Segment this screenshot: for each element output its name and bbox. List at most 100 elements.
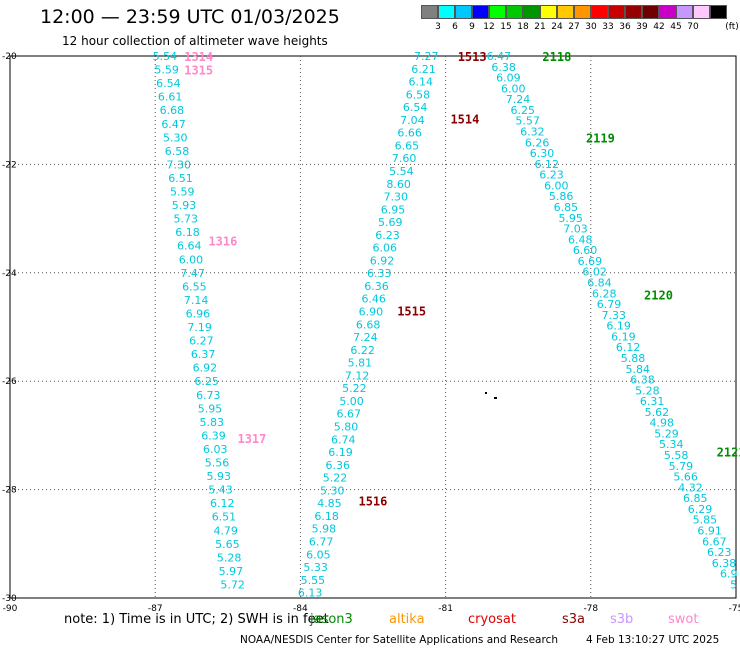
wave-height-value: 6.66 xyxy=(397,127,422,140)
wave-height-value: 5.59 xyxy=(170,186,195,199)
wave-height-value: 5.33 xyxy=(303,561,328,574)
wave-height-value: 5.80 xyxy=(334,420,359,433)
wave-height-value: 5.29 xyxy=(654,427,679,440)
wave-height-value: 6.46 xyxy=(361,293,386,306)
mission-s3a: s3a xyxy=(562,612,586,627)
wave-height-value: 6.05 xyxy=(306,548,331,561)
wave-height-value: 7.27 xyxy=(414,50,439,63)
wave-height-value: 5.88 xyxy=(621,352,646,365)
wave-height-value: 6.36 xyxy=(364,280,389,293)
wave-height-value: 6.90 xyxy=(359,306,384,319)
wave-height-value: 7.24 xyxy=(506,93,531,106)
wave-height-value: 4.85 xyxy=(317,497,342,510)
wave-height-value: 6.47 xyxy=(161,118,186,131)
wave-height-value: 6.68 xyxy=(160,104,185,117)
pass-label: 1514 xyxy=(450,112,479,126)
wave-height-value: 6.68 xyxy=(356,318,381,331)
wave-height-value: 7.12 xyxy=(345,369,370,382)
colorbar-label: 30 xyxy=(585,22,597,32)
wave-height-value: 5.57 xyxy=(515,115,540,128)
wave-height-value: 6.12 xyxy=(210,497,235,510)
wave-height-value: 5.54 xyxy=(153,50,178,63)
wave-height-value: 5.95 xyxy=(558,212,583,225)
map-speck xyxy=(494,397,497,399)
wave-height-value: 6.09 xyxy=(496,72,521,85)
colorbar-swatch xyxy=(608,5,625,19)
wave-height-value: 6.73 xyxy=(196,389,221,402)
wave-height-value: 6.92 xyxy=(193,362,218,375)
colorbar-label: 42 xyxy=(653,22,665,32)
colorbar-label: 45 xyxy=(670,22,682,32)
wave-height-value: 5.56 xyxy=(205,457,230,470)
wave-height-value: 7.30 xyxy=(384,191,409,204)
colorbar-label: 3 xyxy=(435,22,441,32)
wave-height-value: 6.25 xyxy=(511,104,536,117)
wave-height-value: 5.55 xyxy=(301,574,326,587)
longitude-tick-label: -87 xyxy=(148,604,163,612)
colorbar-swatch xyxy=(591,5,608,19)
wave-height-value: 6.19 xyxy=(611,330,636,343)
wave-height-value: 7.33 xyxy=(602,309,627,322)
wave-height-value: 5.22 xyxy=(342,382,367,395)
longitude-tick-label: -90 xyxy=(3,604,18,612)
wave-height-value: 6.26 xyxy=(525,136,550,149)
wave-height-value: 6.02 xyxy=(582,266,607,279)
wave-height-value: 6.18 xyxy=(175,226,200,239)
wave-height-value: 5.97 xyxy=(219,565,244,578)
wave-height-value: 6.13 xyxy=(298,587,323,600)
wave-height-value: 6.14 xyxy=(408,76,433,89)
wave-height-value: 6.31 xyxy=(640,395,665,408)
longitude-tick-label: -78 xyxy=(583,604,598,612)
pass-label: 1317 xyxy=(237,432,266,446)
wave-height-value: 6.12 xyxy=(534,158,559,171)
wave-height-value: 7.47 xyxy=(180,267,205,280)
wave-height-value: 6.36 xyxy=(325,459,350,472)
wave-height-value: 6.9 xyxy=(720,568,738,581)
wave-height-value: 5.00 xyxy=(339,395,364,408)
wave-height-value: 6.38 xyxy=(712,557,737,570)
wave-height-value: 6.19 xyxy=(606,320,631,333)
wave-height-value: 6.23 xyxy=(707,546,732,559)
colorbar-label: 18 xyxy=(517,22,529,32)
wave-height-value: 7.60 xyxy=(392,152,417,165)
pass-label: 1314 xyxy=(184,50,213,64)
wave-height-value: 5.62 xyxy=(645,406,670,419)
colorbar-swatch xyxy=(421,5,438,19)
colorbar-label: 70 xyxy=(687,22,699,32)
wave-height-value: 5.30 xyxy=(163,131,188,144)
wave-height-value: 5.95 xyxy=(198,402,223,415)
wave-height-value: 6.22 xyxy=(350,344,375,357)
wave-height-value: 5.28 xyxy=(217,551,242,564)
wave-height-value: 4.32 xyxy=(678,481,703,494)
wave-height-value: 7.19 xyxy=(187,321,212,334)
wave-height-value: 6.38 xyxy=(630,374,655,387)
colorbar-swatch xyxy=(472,5,489,19)
wave-height-value: 6.29 xyxy=(688,503,713,516)
colorbar-label: 36 xyxy=(619,22,631,32)
wave-height-value: 5.98 xyxy=(312,523,337,536)
wave-height-value: 6.25 xyxy=(194,375,219,388)
wave-height-value: 6.61 xyxy=(158,91,183,104)
wave-height-value: 6.00 xyxy=(179,253,204,266)
latitude-tick-label: -22 xyxy=(2,160,17,170)
wave-height-value: 6.64 xyxy=(177,240,202,253)
wave-height-value: 6.85 xyxy=(554,201,579,214)
wave-height-value: 4.98 xyxy=(649,417,674,430)
pass-label: 1515 xyxy=(397,305,426,319)
colorbar-swatch xyxy=(455,5,472,19)
wave-height-value: 6.47 xyxy=(487,50,512,63)
wave-height-value: 6.21 xyxy=(411,63,436,76)
latitude-tick-label: -30 xyxy=(2,594,17,604)
wave-height-value: 6.65 xyxy=(395,139,420,152)
wave-height-value: 8.60 xyxy=(386,178,411,191)
colorbar-swatch xyxy=(659,5,676,19)
wave-height-value: 7.03 xyxy=(563,223,588,236)
colorbar-label: 9 xyxy=(469,22,475,32)
wave-height-value: 6.74 xyxy=(331,433,356,446)
wave-height-value: 6.19 xyxy=(328,446,353,459)
mission-s3b: s3b xyxy=(610,612,634,627)
latitude-tick-label: -20 xyxy=(2,52,17,62)
pass-label: 2120 xyxy=(644,288,673,302)
wave-height-value: 6.91 xyxy=(697,525,722,538)
map-speck xyxy=(485,392,487,394)
